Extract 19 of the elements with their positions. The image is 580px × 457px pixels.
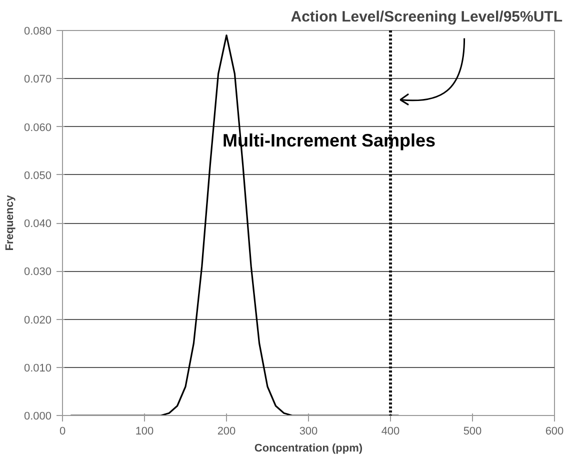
x-tick-label: 300 (299, 426, 318, 438)
y-tick-label: 0.070 (24, 74, 52, 86)
y-tick-label: 0.000 (24, 410, 52, 422)
x-tick-label: 500 (463, 426, 482, 438)
y-tick-label: 0.040 (24, 218, 52, 230)
x-tick-label: 200 (217, 426, 236, 438)
x-tick-label: 0 (59, 426, 66, 438)
y-tick-label: 0.010 (24, 362, 52, 374)
ref-line-label: Action Level/Screening Level/95%UTL (290, 8, 563, 26)
y-tick-label: 0.030 (24, 266, 52, 278)
x-tick-label: 100 (135, 426, 154, 438)
y-tick-label: 0.080 (24, 26, 52, 38)
y-axis-title: Frequency (4, 194, 16, 251)
x-axis-title: Concentration (ppm) (254, 442, 363, 454)
x-tick-label: 600 (545, 426, 564, 438)
y-tick-label: 0.060 (24, 122, 52, 134)
y-tick-label: 0.020 (24, 314, 52, 326)
y-tick-label: 0.050 (24, 170, 52, 182)
x-tick-label: 400 (381, 426, 400, 438)
